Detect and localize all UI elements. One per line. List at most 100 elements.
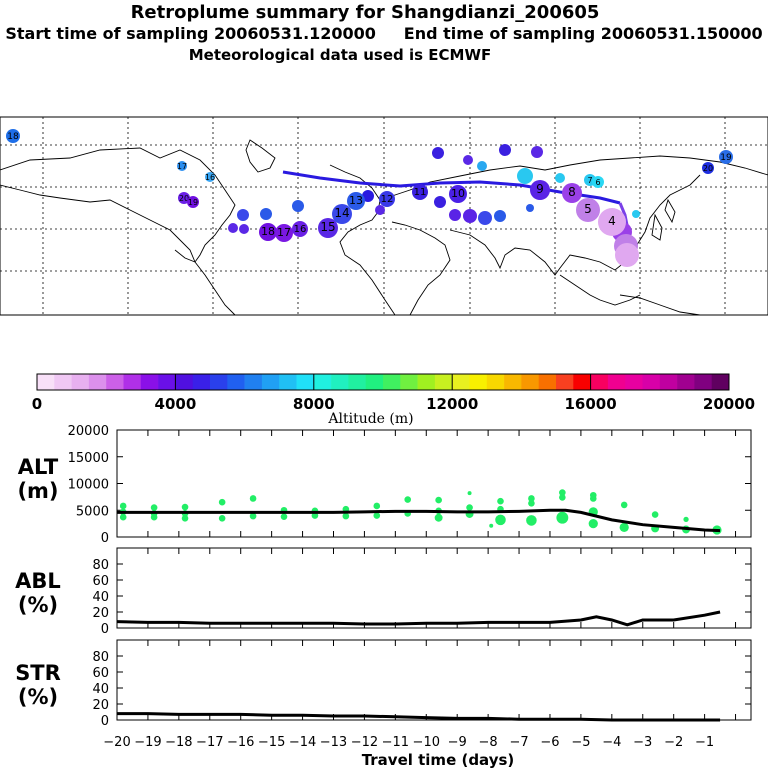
colorbar-segment — [313, 374, 332, 390]
map-point-2: 17 — [177, 161, 187, 171]
map-point-22: 20 — [702, 162, 714, 174]
colorbar-segment — [37, 374, 55, 390]
map-point-label: 12 — [381, 194, 394, 205]
y-tick-label: 80 — [92, 650, 109, 665]
colorbar-segment — [538, 374, 557, 390]
map-point-label: 18 — [261, 225, 275, 238]
alt-point — [280, 513, 288, 520]
colorbar-segment — [210, 374, 228, 390]
x-tick-label: −3 — [633, 735, 652, 750]
x-tick-label: −15 — [258, 735, 285, 750]
map-point-10: 14 — [332, 204, 352, 224]
map-point-4: 20 — [178, 192, 190, 204]
colorbar-segment — [434, 374, 453, 390]
map-point-label: 20 — [703, 164, 713, 173]
colorbar-segment — [711, 374, 730, 390]
met-data-note: Meteorological data used is ECMWF — [188, 46, 492, 64]
y-tick-label: 0 — [101, 714, 109, 729]
map-point-marker — [259, 223, 277, 241]
map-marker-dot — [494, 210, 506, 222]
abl-line — [116, 610, 721, 627]
sampling-times: Start time of sampling 20060531.120000 E… — [0, 24, 768, 43]
y-tick-label: 60 — [92, 666, 109, 681]
map-marker-dot — [478, 211, 492, 225]
map-point-3: 16 — [205, 172, 215, 182]
colorbar-segment — [486, 374, 505, 390]
colorbar-segment — [694, 374, 712, 390]
colorbar-segment — [71, 374, 90, 390]
map-point-18: 6 — [592, 176, 604, 188]
x-tick-label: −4 — [602, 735, 621, 750]
map-point-marker — [379, 191, 395, 207]
alt-point — [119, 502, 127, 510]
panel-frame — [116, 639, 752, 721]
alt-point — [373, 512, 381, 519]
alt-point — [249, 495, 257, 502]
map-point-label: 19 — [720, 153, 732, 163]
alt-point — [150, 513, 158, 521]
colorbar-segment — [417, 374, 436, 390]
alt-mean-line — [117, 508, 721, 533]
colorbar-segment — [175, 374, 193, 390]
map-point-15: 9 — [530, 180, 550, 200]
map-marker-dot — [260, 208, 272, 220]
alt-point — [556, 511, 569, 524]
y-tick-label: 80 — [92, 558, 109, 573]
map-point-marker — [530, 180, 550, 200]
map-point-marker — [347, 192, 365, 210]
map-point-label: 7 — [587, 176, 592, 185]
map-point-label: 17 — [277, 226, 291, 239]
map-marker-dot — [463, 209, 477, 223]
alt-point — [435, 496, 442, 504]
colorbar-segment — [383, 374, 401, 390]
colorbar-tick-label: 0 — [32, 395, 42, 413]
map-point-marker — [275, 224, 293, 242]
x-tick-label: −17 — [196, 735, 223, 750]
alt-point — [497, 497, 504, 505]
map-coastlines — [0, 139, 768, 316]
map-point-label: 11 — [414, 187, 427, 198]
map-point-label: 5 — [584, 202, 592, 216]
map-marker-dot — [526, 204, 534, 212]
x-tick-label: −10 — [413, 735, 440, 750]
x-tick-label: −16 — [227, 735, 254, 750]
colorbar-segment — [590, 374, 609, 390]
x-tick-label: −19 — [134, 735, 161, 750]
colorbar-segment — [244, 374, 263, 390]
map-marker-dot — [615, 243, 639, 267]
y-tick-label: 0 — [101, 531, 109, 546]
colorbar-tick-label: 12000 — [426, 395, 478, 413]
y-tick-label: 20 — [92, 698, 109, 713]
colorbar-segment — [348, 374, 366, 390]
map-marker-dot — [449, 209, 461, 221]
map-point-label: 17 — [177, 162, 187, 171]
colorbar-segment — [227, 374, 245, 390]
panel-ylabel: (%) — [18, 593, 58, 617]
colorbar-segment — [607, 374, 626, 390]
y-tick-label: 40 — [92, 682, 109, 697]
chart-panels: 05000100001500020000ALT(m)020406080ABL(%… — [15, 424, 752, 768]
map-marker-dot — [434, 196, 446, 208]
map-point-label: 18 — [7, 132, 19, 142]
map-marker-dot — [555, 173, 565, 183]
map-markers — [228, 144, 640, 267]
alt-point — [404, 496, 412, 503]
map-point-5: 19 — [187, 196, 199, 208]
x-tick-label: −12 — [351, 735, 378, 750]
x-tick-label: −11 — [382, 735, 409, 750]
colorbar-segment — [158, 374, 176, 390]
map-point-marker — [449, 185, 467, 203]
colorbar-segment — [642, 374, 661, 390]
y-tick-label: 60 — [92, 574, 109, 589]
panel-frame — [116, 429, 752, 538]
alt-point — [588, 519, 598, 529]
alt-point — [467, 491, 472, 496]
alt-point — [181, 503, 189, 511]
colorbar-tick-label: 4000 — [155, 395, 197, 413]
map-point-marker — [178, 192, 190, 204]
alt-point — [589, 495, 597, 502]
alt-point — [249, 512, 257, 520]
